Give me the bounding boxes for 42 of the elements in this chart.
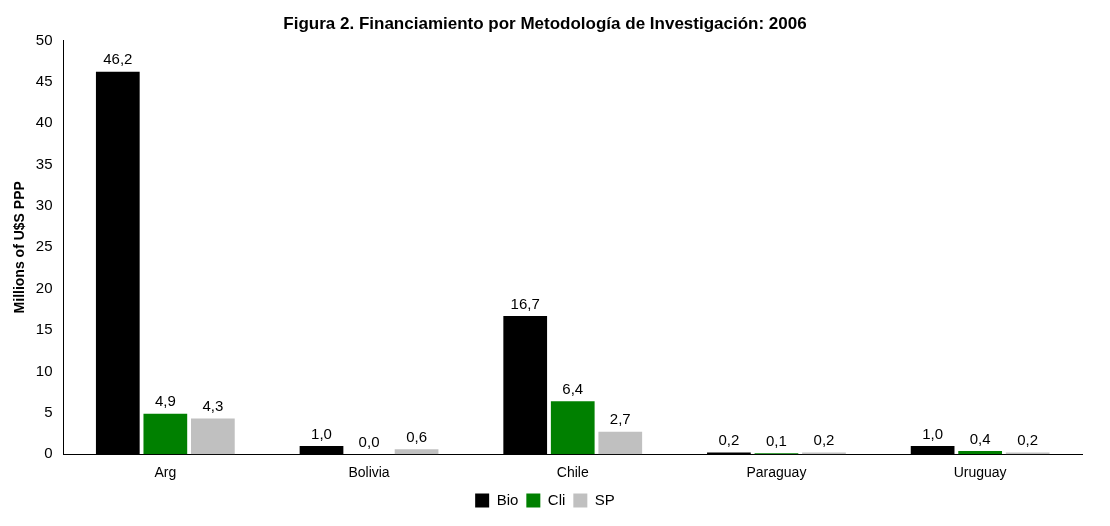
- data-label: 0,6: [406, 427, 427, 445]
- y-tick-label: 45: [35, 71, 53, 89]
- data-label: 46,2: [103, 50, 133, 68]
- bar: [191, 418, 235, 455]
- x-tick-label: Chile: [556, 464, 589, 481]
- data-label: 0,2: [1017, 431, 1039, 449]
- x-tick-label: Bolivia: [348, 464, 390, 481]
- legend-label: SP: [594, 490, 615, 508]
- data-label: 0,1: [766, 432, 787, 450]
- bar: [598, 431, 643, 455]
- data-label: 16,7: [510, 294, 540, 312]
- y-tick-label: 40: [35, 113, 53, 131]
- y-tick-label: 10: [35, 361, 53, 379]
- data-label: 0,0: [358, 432, 380, 450]
- y-tick-label: 5: [44, 402, 53, 420]
- y-tick-label: 15: [35, 320, 53, 338]
- x-tick-label: Uruguay: [953, 464, 1007, 481]
- y-tick-label: 20: [35, 278, 53, 296]
- legend-label: Cli: [547, 490, 566, 508]
- bar: [958, 450, 1003, 455]
- data-label: 4,9: [154, 392, 176, 410]
- data-label: 2,7: [609, 410, 631, 428]
- bar: [394, 449, 439, 455]
- chart-title: Figura 2. Financiamiento por Metodología de Investigación: 2006: [283, 13, 807, 33]
- y-tick-label: 25: [35, 237, 53, 255]
- y-tick-label: 35: [35, 154, 53, 172]
- bar: [143, 413, 188, 455]
- data-label: 4,3: [202, 397, 224, 415]
- data-label: 6,4: [562, 379, 584, 397]
- x-tick-label: Arg: [154, 464, 177, 481]
- data-label: 1,0: [922, 424, 944, 442]
- x-tick-label: Paraguay: [746, 464, 807, 481]
- bar: [550, 401, 595, 455]
- data-label: 0,2: [718, 431, 740, 449]
- y-axis-title: Millions of U$S PPP: [11, 181, 28, 314]
- data-label: 0,4: [969, 429, 991, 447]
- y-tick-label: 50: [35, 30, 53, 48]
- y-tick-label: 0: [44, 444, 53, 462]
- data-label: 0,2: [813, 431, 835, 449]
- data-label: 1,0: [311, 424, 332, 442]
- legend-label: Bio: [496, 490, 519, 508]
- y-tick-label: 30: [35, 196, 53, 214]
